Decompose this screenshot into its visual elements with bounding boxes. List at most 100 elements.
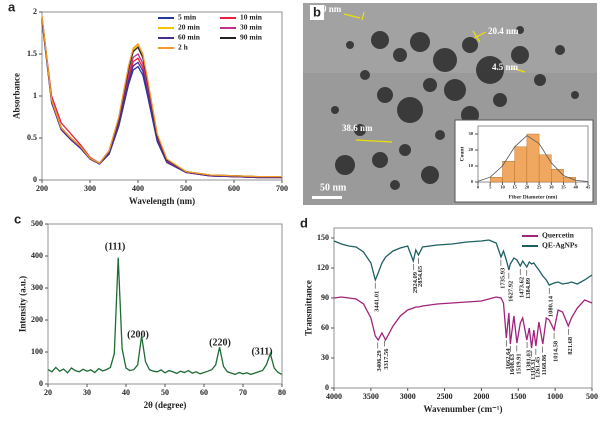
- peak-label: 1473.62: [519, 277, 526, 298]
- x-tick-label: 400: [132, 184, 144, 193]
- legend-label: 30 min: [240, 23, 263, 32]
- peak-label: 1080.14: [548, 295, 555, 317]
- x-tick-label: 60: [200, 388, 208, 397]
- y-tick-label: 0.5: [27, 133, 37, 142]
- y-axis-label: Absorbance: [11, 73, 21, 119]
- peak-label: 1662.64: [505, 348, 512, 370]
- peak-label: 821.68: [567, 336, 574, 355]
- x-tick-label: 1000: [547, 392, 563, 401]
- peak-label: (200): [127, 329, 149, 340]
- y-axis-label: Transmittance: [303, 280, 313, 336]
- x-tick-label: 50: [161, 388, 169, 397]
- y-tick-label: 0: [325, 383, 329, 392]
- series-line: [41, 17, 282, 179]
- y-tick-label: 30: [469, 131, 474, 136]
- series-line: [47, 257, 283, 376]
- y-tick-label: 10: [469, 163, 474, 168]
- peak-label: (311): [251, 346, 272, 357]
- y-tick-label: 60: [321, 323, 329, 332]
- bar: [551, 168, 564, 183]
- x-axis-label: Wavenumber (cm⁻¹): [423, 404, 502, 414]
- peak-label: (220): [209, 337, 231, 348]
- bar: [490, 176, 503, 183]
- y-axis-label: Count: [460, 146, 466, 161]
- y-tick-label: 90: [321, 293, 329, 302]
- peak-label: 1014.58: [553, 340, 560, 362]
- x-tick-label: 500: [586, 392, 598, 401]
- legend-label: Quercetin: [542, 231, 575, 240]
- y-tick-label: 1: [33, 91, 37, 100]
- plot-frame: [47, 223, 283, 385]
- y-tick-label: 500: [31, 219, 43, 228]
- bar: [526, 133, 540, 183]
- x-tick-label: 25: [537, 185, 542, 190]
- legend-label: 60 min: [178, 33, 201, 42]
- x-tick-label: 70: [239, 388, 247, 397]
- x-tick-label: 2000: [473, 392, 489, 401]
- y-tick-label: 300: [31, 283, 43, 292]
- x-tick-label: 3500: [363, 392, 379, 401]
- y-tick-label: 0: [471, 179, 474, 184]
- fit-curve: [477, 135, 589, 182]
- legend-label: QE-AgNPs: [542, 241, 577, 250]
- x-tick-label: 15: [512, 185, 517, 190]
- scale-bar-label: 50 nm: [320, 182, 347, 193]
- annotation: 9 nm: [322, 4, 342, 14]
- x-tick-label: 20: [525, 185, 530, 190]
- x-tick-label: 700: [276, 184, 288, 193]
- y-tick-label: 100: [31, 347, 43, 356]
- x-tick-label: 5: [489, 185, 492, 190]
- y-tick-label: 120: [317, 263, 329, 272]
- plot-frame: [333, 227, 593, 389]
- series-line: [41, 18, 282, 179]
- series-line: [333, 296, 593, 349]
- x-tick-label: 40: [574, 185, 579, 190]
- panel-letter: a: [8, 0, 16, 14]
- y-tick-label: 200: [31, 315, 43, 324]
- legend-label: 2 h: [178, 43, 189, 52]
- peak-label: 2854.65: [417, 265, 424, 287]
- x-tick-label: 500: [180, 184, 192, 193]
- legend-label: 90 min: [240, 33, 263, 42]
- y-axis-label: Intensity (a.u.): [17, 276, 27, 332]
- y-tick-label: 2: [33, 7, 37, 16]
- x-tick-label: 1500: [510, 392, 526, 401]
- series-line: [41, 20, 282, 179]
- peak-label: 1168.86: [541, 354, 548, 376]
- bar: [563, 176, 576, 183]
- bar: [538, 154, 552, 183]
- peak-label: 1735.93: [499, 267, 506, 289]
- x-tick-label: 0: [477, 185, 480, 190]
- peak-label: 3317.56: [383, 348, 390, 370]
- x-tick-label: 2500: [437, 392, 453, 401]
- y-tick-label: 400: [31, 251, 43, 260]
- x-axis-label: Fiber Diameter (nm): [509, 193, 558, 200]
- peak-label: 1381.03: [526, 349, 533, 371]
- x-tick-label: 600: [228, 184, 240, 193]
- x-tick-label: 40: [122, 388, 130, 397]
- x-tick-label: 45: [586, 185, 591, 190]
- legend-label: 10 min: [240, 13, 263, 22]
- bar: [502, 160, 515, 183]
- y-tick-label: 0: [33, 175, 37, 184]
- peak-label: 3406.29: [376, 350, 383, 372]
- x-tick-label: 3000: [400, 392, 416, 401]
- x-tick-label: 200: [36, 184, 48, 193]
- legend-label: 20 min: [178, 23, 201, 32]
- x-tick-label: 10: [500, 185, 505, 190]
- peak-label: 1627.92: [507, 281, 514, 302]
- peak-label: 3441.01: [374, 291, 381, 312]
- peak-label: (111): [105, 241, 126, 252]
- y-tick-label: 20: [469, 147, 474, 152]
- annotation: 20.4 nm: [488, 26, 519, 36]
- x-tick-label: 35: [561, 185, 566, 190]
- x-tick-label: 80: [278, 388, 286, 397]
- peak-label: 2924.09: [412, 271, 419, 293]
- x-axis-label: 2θ (degree): [144, 400, 187, 410]
- series-line: [41, 16, 282, 178]
- annotation: 38.6 nm: [342, 123, 373, 133]
- peak-label: 1519.91: [515, 353, 522, 374]
- panel-letter: b: [313, 4, 321, 19]
- x-tick-label: 4000: [326, 392, 342, 401]
